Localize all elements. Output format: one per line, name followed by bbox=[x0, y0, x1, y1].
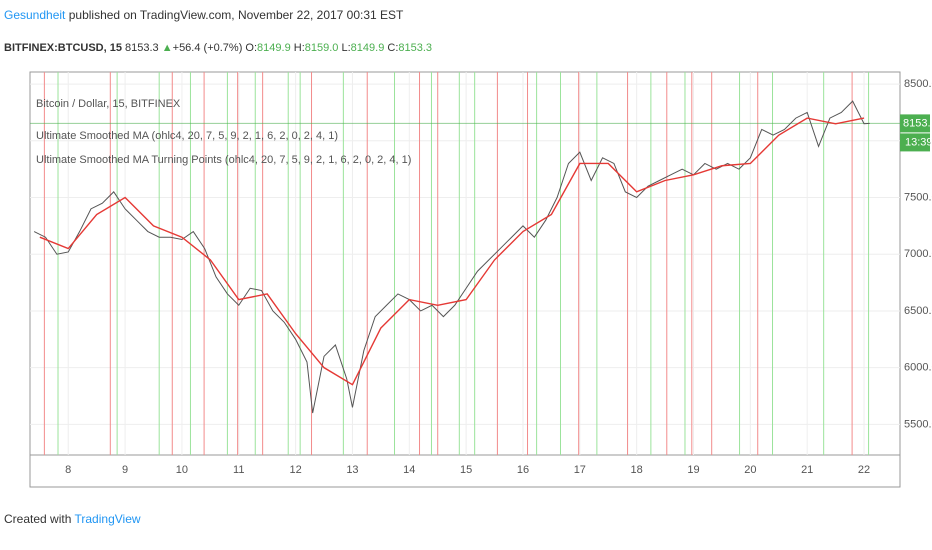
x-tick-label: 22 bbox=[858, 464, 870, 476]
low-label: L: bbox=[341, 42, 351, 54]
series-line bbox=[39, 117, 865, 386]
x-tick-label: 20 bbox=[744, 464, 756, 476]
countdown-bg bbox=[900, 133, 930, 152]
high-label: H: bbox=[293, 42, 305, 54]
x-tick-label: 18 bbox=[631, 464, 643, 476]
x-tick-label: 11 bbox=[233, 464, 244, 476]
x-tick-label: 19 bbox=[687, 464, 699, 476]
x-tick-label: 9 bbox=[122, 464, 128, 476]
x-tick-label: 8 bbox=[65, 464, 71, 476]
close: 8153.3 bbox=[398, 42, 433, 54]
brand[interactable]: TradingView bbox=[74, 512, 141, 526]
x-tick-label: 10 bbox=[176, 464, 188, 476]
close-label: C: bbox=[387, 42, 399, 54]
created: Created with bbox=[4, 512, 72, 526]
open: 8149.9 bbox=[257, 42, 291, 54]
author[interactable]: Gesundheit bbox=[4, 8, 66, 22]
y-tick-label: 5500.0 bbox=[904, 418, 932, 430]
ticker-line: BITFINEX:BTCUSD, 15 8153.3 ▲+56.4 (+0.7%… bbox=[4, 42, 432, 54]
high: 8159.0 bbox=[304, 42, 339, 54]
series-line bbox=[33, 100, 870, 414]
x-tick-label: 17 bbox=[574, 464, 586, 476]
legend-entry: Ultimate Smoothed MA (ohlc4, 20, 7, 5, 9… bbox=[36, 130, 338, 142]
x-tick-label: 14 bbox=[403, 464, 415, 476]
footer: Created with TradingView bbox=[4, 512, 141, 526]
y-tick-label: 8500.0 bbox=[904, 78, 932, 90]
x-tick-label: 15 bbox=[460, 464, 472, 476]
open-label: O: bbox=[245, 42, 258, 54]
legend-entry: Ultimate Smoothed MA Turning Points (ohl… bbox=[36, 154, 411, 166]
price-tag: 8153.3 bbox=[903, 117, 932, 129]
price: 8153.3 bbox=[125, 42, 159, 54]
countdown: 13:39 bbox=[905, 136, 932, 148]
symbol: BITFINEX:BTCUSD, 15 bbox=[4, 42, 122, 54]
x-tick-label: 12 bbox=[289, 464, 301, 476]
x-tick-label: 21 bbox=[801, 464, 813, 476]
y-tick-label: 6000.0 bbox=[904, 362, 932, 374]
change: +56.4 (+0.7%) bbox=[172, 42, 243, 54]
y-tick-label: 6500.0 bbox=[904, 305, 932, 317]
x-tick-label: 13 bbox=[346, 464, 358, 476]
x-tick-label: 16 bbox=[517, 464, 529, 476]
publish-line: Gesundheit published on TradingView.com,… bbox=[4, 8, 403, 22]
y-tick-label: 7000.0 bbox=[904, 248, 932, 260]
chart: 5500.06000.06500.07000.07500.08000.08500… bbox=[29, 71, 932, 488]
low: 8149.9 bbox=[350, 42, 385, 54]
up-arrow: ▲ bbox=[161, 42, 173, 54]
published: published on TradingView.com, November 2… bbox=[68, 8, 404, 22]
y-tick-label: 7500.0 bbox=[904, 191, 932, 203]
chart-title: Bitcoin / Dollar, 15, BITFINEX bbox=[36, 98, 181, 110]
price-tag-bg bbox=[900, 114, 930, 133]
